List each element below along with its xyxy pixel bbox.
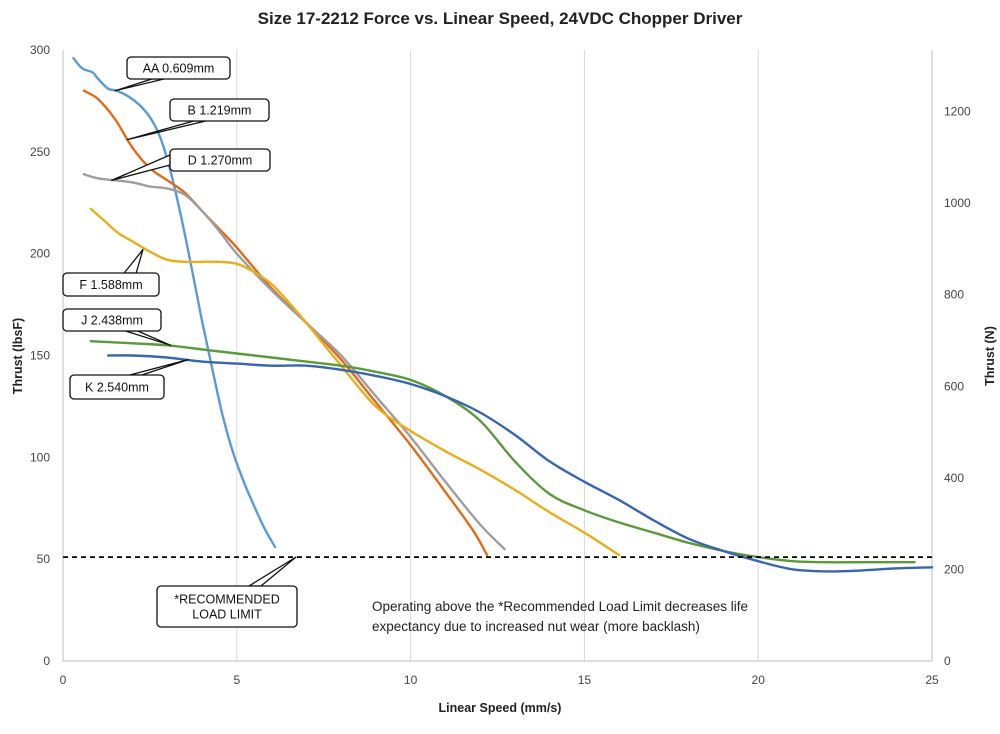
annotation-note-line: expectancy due to increased nut wear (mo… [372, 619, 700, 634]
callout-label: D 1.270mm [188, 154, 253, 168]
y-tick-label: 300 [30, 43, 50, 57]
y2-tick-label: 1000 [944, 196, 971, 210]
x-tick-label: 0 [60, 673, 67, 687]
series-line-5 [89, 340, 916, 564]
callout-pointer [126, 120, 207, 141]
callout-box [156, 585, 298, 628]
callout-label: *RECOMMENDED [174, 593, 280, 607]
callout-pointer [129, 358, 189, 376]
y2-tick-label: 200 [944, 562, 964, 576]
callout-6: K 2.540mm [69, 358, 189, 400]
callout-box [69, 374, 165, 400]
y-tick-label: 200 [30, 247, 50, 261]
y2-tick-label: 800 [944, 288, 964, 302]
callout-label: LOAD LIMIT [192, 608, 262, 622]
y-tick-label: 250 [30, 145, 50, 159]
x-tick-label: 25 [925, 673, 939, 687]
callout-4: F 1.588mm [62, 248, 160, 297]
callout-label: K 2.540mm [85, 381, 149, 395]
y2-tick-label: 400 [944, 471, 964, 485]
series-line-2 [82, 89, 489, 557]
y-tick-label: 150 [30, 349, 50, 363]
callout-box [62, 308, 162, 332]
callout-label: B 1.219mm [188, 104, 252, 118]
callout-box [169, 148, 271, 172]
y2-tick-label: 600 [944, 379, 964, 393]
x-tick-label: 5 [233, 673, 240, 687]
y-tick-label: 0 [43, 654, 50, 668]
x-tick-label: 15 [578, 673, 592, 687]
chart-title: Size 17-2212 Force vs. Linear Speed, 24V… [258, 9, 743, 28]
series-line-3 [82, 173, 506, 551]
callout-1: AA 0.609mm [114, 56, 231, 92]
annotation-note-line: Operating above the *Recommended Load Li… [372, 599, 748, 614]
series-line-6 [107, 354, 934, 573]
callout-3: D 1.270mm [111, 148, 271, 181]
x-axis-title: Linear Speed (mm/s) [439, 701, 562, 715]
y2-tick-label: 0 [944, 654, 951, 668]
callout-box [62, 272, 160, 297]
series-line-1 [72, 56, 277, 549]
callout-box [169, 98, 270, 122]
y2-axis-title: Thrust (N) [983, 326, 997, 386]
callout-pointer [114, 78, 165, 92]
y-axis-title: Thrust (lbsF) [11, 318, 25, 394]
x-tick-label: 10 [404, 673, 418, 687]
callout-label: J 2.438mm [81, 314, 143, 328]
y-tick-label: 50 [37, 552, 51, 566]
y2-tick-label: 1200 [944, 105, 971, 119]
callout-pointer [248, 556, 297, 587]
x-tick-label: 20 [752, 673, 766, 687]
callout-label: F 1.588mm [79, 278, 142, 292]
callout-2: B 1.219mm [126, 98, 270, 141]
callout-5: J 2.438mm [62, 308, 172, 346]
callout-label: AA 0.609mm [143, 62, 215, 76]
y-tick-label: 100 [30, 450, 50, 464]
series-line-4 [89, 207, 621, 557]
callout-pointer [123, 248, 144, 274]
callout-box [126, 56, 231, 80]
